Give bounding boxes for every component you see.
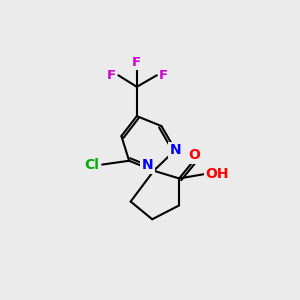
Text: F: F <box>107 69 116 82</box>
Text: N: N <box>142 158 153 172</box>
Text: OH: OH <box>205 167 229 181</box>
Text: N: N <box>169 143 181 157</box>
Text: Cl: Cl <box>84 158 99 172</box>
Text: F: F <box>132 56 141 69</box>
Text: F: F <box>159 69 168 82</box>
Text: O: O <box>188 148 200 162</box>
